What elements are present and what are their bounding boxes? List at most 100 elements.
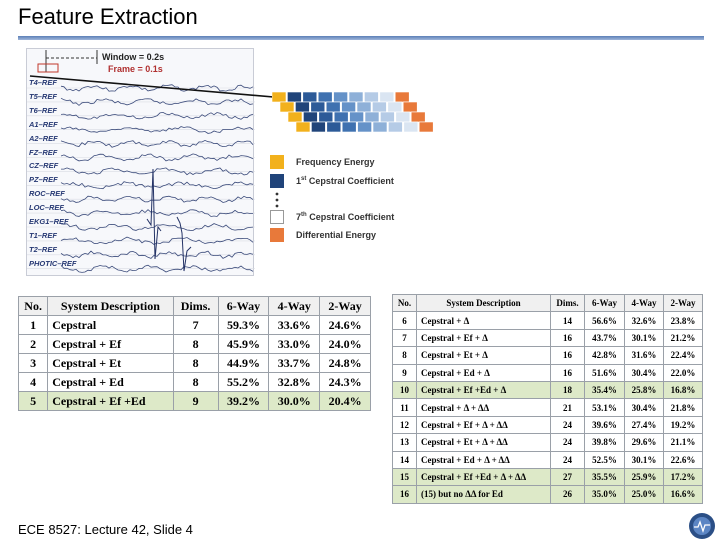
col-header-description: System Description — [47, 296, 174, 316]
feature-block — [402, 101, 418, 113]
title-divider — [18, 36, 704, 40]
feature-block — [349, 111, 364, 123]
row-description: Cepstral + Ef +Ed + Δ — [416, 380, 551, 400]
eeg-channel-label: PHOTIC–REF — [29, 258, 77, 268]
row-description: Cepstral + Δ + ΔΔ — [416, 398, 551, 417]
table-row: 5 Cepstral + Ef +Ed 9 39.2% 30.0% 20.4% — [17, 391, 371, 411]
table-row: 3 Cepstral + Et 8 44.9% 33.7% 24.8% — [17, 353, 371, 373]
col-header-4way: 4-Way — [268, 296, 321, 316]
row-dims: 16 — [550, 328, 585, 348]
feature-block — [310, 101, 326, 113]
col-header-no: No. — [392, 293, 417, 313]
row-number: 10 — [392, 380, 417, 400]
feature-block — [348, 92, 364, 103]
row-number: 13 — [392, 433, 417, 452]
row-2way: 16.8% — [663, 380, 703, 400]
row-description: (15) but no ΔΔ for Ed — [416, 485, 551, 504]
table-row: 13 Cepstral + Et + Δ + ΔΔ 24 39.8% 29.6% 21.1… — [392, 433, 703, 452]
row-dims: 16 — [550, 363, 585, 382]
feature-block — [295, 121, 311, 133]
row-4way: 31.6% — [624, 346, 664, 365]
feature-block — [318, 111, 334, 123]
frame-size-label: Frame = 0.1s — [108, 64, 163, 74]
row-6way: 35.4% — [584, 380, 625, 400]
legend-seventh-cepstral: 7th Cepstral Coefficient — [296, 212, 395, 222]
row-2way: 21.2% — [663, 328, 703, 348]
eeg-traces — [27, 84, 255, 273]
feature-block — [287, 111, 303, 123]
row-2way: 16.6% — [663, 485, 703, 504]
eeg-channel-label: T2–REF — [29, 244, 57, 254]
table-row: 16 (15) but no ΔΔ for Ed 26 35.0% 25.0% 16.6% — [392, 485, 703, 504]
col-header-4way: 4-Way — [624, 293, 664, 313]
row-2way: 21.8% — [663, 398, 703, 417]
feature-block — [372, 101, 387, 113]
seventh-cepstral-swatch — [270, 210, 284, 224]
row-description: Cepstral + Ed — [47, 372, 174, 392]
university-logo-icon — [689, 513, 715, 539]
row-number: 16 — [392, 485, 417, 504]
eeg-channel-label: T6–REF — [29, 105, 57, 115]
table-row: 6 Cepstral + Δ 14 56.6% 32.6% 23.8% — [392, 311, 703, 330]
row-4way: 33.0% — [268, 334, 321, 354]
eeg-spike-trace — [146, 168, 162, 260]
results-table-delta: No. System Description Dims. 6-Way 4-Way… — [392, 293, 703, 504]
row-2way: 22.4% — [663, 346, 703, 365]
feature-block — [380, 111, 395, 123]
eeg-trace — [60, 209, 254, 217]
feature-block — [387, 101, 403, 113]
row-4way: 25.8% — [624, 380, 664, 400]
feature-block — [372, 121, 388, 133]
col-header-6way: 6-Way — [217, 296, 270, 316]
feature-block — [325, 101, 341, 113]
table-row: 2 Cepstral + Ef 8 45.9% 33.0% 24.0% — [17, 334, 371, 354]
eeg-trace — [60, 250, 254, 259]
row-number: 7 — [392, 328, 417, 348]
row-4way: 25.9% — [624, 467, 664, 487]
eeg-channel-label: PZ–REF — [29, 175, 58, 185]
col-header-dims: Dims. — [172, 296, 219, 316]
feature-block — [303, 111, 318, 123]
feature-block — [302, 92, 318, 103]
row-number: 5 — [17, 391, 49, 411]
row-4way: 30.4% — [624, 363, 664, 382]
row-2way: 17.2% — [663, 467, 703, 487]
row-description: Cepstral — [47, 315, 174, 335]
feature-block — [317, 92, 333, 103]
row-dims: 24 — [550, 415, 585, 435]
row-6way: 52.5% — [584, 450, 625, 469]
table-row: 1 Cepstral 7 59.3% 33.6% 24.6% — [17, 315, 371, 335]
col-header-dims: Dims. — [550, 293, 585, 313]
row-description: Cepstral + Et — [47, 353, 174, 373]
row-4way: 32.6% — [624, 311, 664, 330]
row-dims: 21 — [550, 398, 585, 417]
eeg-trace — [60, 223, 254, 231]
eeg-trace — [60, 139, 254, 148]
row-4way: 25.0% — [624, 485, 664, 504]
row-dims: 24 — [550, 450, 585, 469]
col-header-no: No. — [17, 296, 49, 316]
eeg-channel-label: T4–REF — [29, 78, 57, 87]
row-number: 12 — [392, 415, 417, 435]
table-row: 9 Cepstral + Ed + Δ 16 51.6% 30.4% 22.0% — [392, 363, 703, 382]
row-4way: 33.7% — [268, 353, 321, 373]
eeg-trace — [61, 167, 254, 176]
row-dims: 14 — [550, 311, 585, 330]
differential-energy-swatch — [270, 228, 284, 242]
row-2way: 24.0% — [319, 334, 371, 354]
row-description: Cepstral + Ed + Δ + ΔΔ — [416, 450, 551, 469]
table-row: 11 Cepstral + Δ + ΔΔ 21 53.1% 30.4% 21.8% — [392, 398, 703, 417]
feature-block — [311, 121, 326, 133]
feature-block — [279, 101, 295, 113]
row-dims: 27 — [550, 467, 585, 487]
feature-block — [379, 92, 395, 103]
row-4way: 30.4% — [624, 398, 664, 417]
feature-block — [333, 92, 348, 103]
feature-block — [356, 101, 372, 113]
row-6way: 42.8% — [584, 346, 625, 365]
col-header-2way: 2-Way — [319, 296, 371, 316]
eeg-channel-label: T1–REF — [29, 230, 57, 240]
feature-block — [272, 92, 287, 103]
feature-block — [394, 92, 410, 103]
row-description: Cepstral + Ef — [47, 334, 174, 354]
